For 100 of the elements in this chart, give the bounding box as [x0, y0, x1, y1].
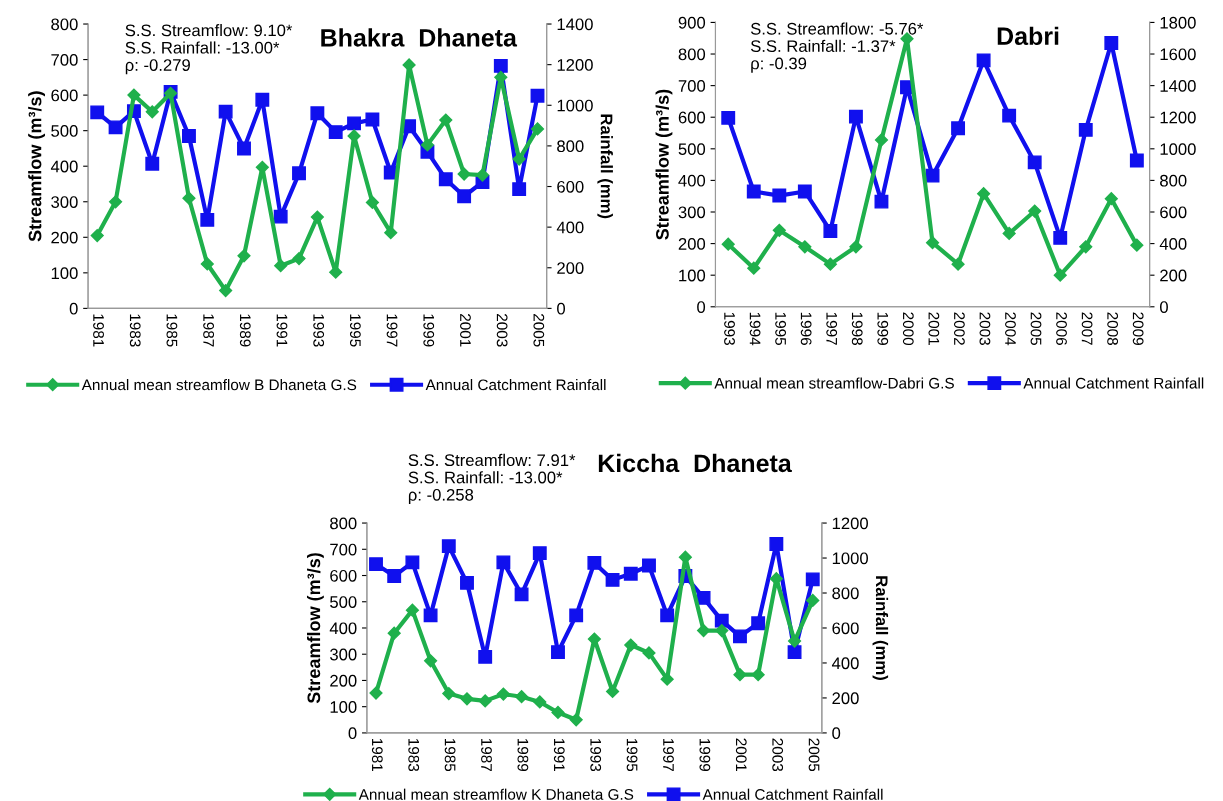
x-tick-label: 1981	[93, 314, 104, 347]
point	[457, 167, 471, 181]
y-tick-label: 0	[348, 727, 357, 740]
annotation: ρ: -0.279	[125, 59, 190, 75]
y2-tick-label: 600	[1160, 206, 1187, 219]
point	[493, 58, 508, 73]
point	[424, 654, 438, 668]
x-tick-label: 1998	[851, 312, 863, 345]
point	[108, 195, 123, 209]
point	[90, 228, 104, 243]
point	[108, 120, 123, 135]
x-tick-label: 2005	[533, 314, 545, 347]
point	[787, 634, 802, 648]
point	[849, 240, 863, 254]
annotation: ρ: -0.39	[751, 57, 807, 73]
y-tick-label: 100	[679, 269, 706, 282]
point	[200, 257, 214, 271]
y2-tick-label: 1200	[557, 59, 593, 71]
point	[369, 557, 383, 572]
chart-title: Kiccha Dhaneta	[598, 453, 792, 473]
point	[587, 555, 602, 570]
point	[696, 590, 711, 605]
x-tick-label: 1985	[444, 738, 456, 772]
point	[457, 189, 472, 204]
x-tick-label: 1997	[663, 738, 674, 771]
x-tick-label: 2005	[1030, 312, 1042, 345]
x-tick-label: 2007	[1081, 312, 1093, 345]
point	[532, 546, 547, 561]
x-tick-label: 1995	[775, 312, 787, 345]
y-tick-label: 800	[678, 48, 706, 61]
point	[329, 265, 343, 279]
y-tick-label: 800	[51, 18, 78, 31]
point	[787, 645, 802, 660]
point	[478, 649, 493, 664]
point	[1053, 268, 1067, 282]
point	[514, 587, 529, 602]
y-tick-label: 600	[330, 569, 357, 582]
x-tick-label: 2004	[1005, 312, 1016, 346]
y2-axis-title: Rainfall (mm)	[597, 114, 613, 219]
point	[925, 236, 940, 250]
legend-label: Annual Catchment Rainfall	[1023, 377, 1204, 389]
point	[746, 184, 761, 199]
x-tick-label: 2000	[902, 312, 914, 346]
point	[642, 558, 656, 573]
point	[90, 105, 105, 120]
point	[951, 257, 965, 271]
legend-label: Annual Catchment Rainfall	[425, 379, 606, 391]
x-tick-label: 2006	[1056, 312, 1067, 345]
point	[365, 195, 379, 210]
point	[439, 113, 453, 127]
x-tick-label: 1991	[276, 314, 288, 347]
point	[1078, 122, 1093, 137]
point	[642, 646, 656, 660]
point	[623, 566, 638, 581]
y-tick-label: 500	[678, 143, 706, 156]
y2-tick-label: 1000	[1160, 143, 1196, 156]
x-tick-label: 1989	[239, 314, 251, 347]
point	[551, 705, 565, 720]
point	[292, 166, 306, 181]
y-tick-label: 0	[69, 302, 78, 315]
point	[347, 129, 361, 143]
y-tick-label: 300	[51, 196, 78, 208]
point	[475, 168, 490, 182]
x-tick-label: 1983	[129, 314, 141, 347]
y2-tick-label: 1400	[557, 18, 593, 31]
point	[405, 603, 419, 617]
point	[145, 156, 160, 171]
y-tick-label: 800	[330, 517, 357, 530]
point	[387, 569, 402, 583]
y-tick-label: 200	[678, 237, 706, 250]
point	[806, 593, 820, 608]
point	[512, 182, 527, 197]
point	[1053, 230, 1068, 245]
point	[605, 684, 620, 699]
x-tick-label: 1995	[626, 738, 638, 772]
point	[274, 259, 288, 273]
y2-tick-label: 200	[832, 692, 859, 705]
point	[182, 191, 196, 205]
point	[441, 539, 456, 554]
x-tick-label: 1999	[423, 314, 435, 347]
point	[660, 672, 674, 686]
point	[797, 184, 812, 199]
point	[733, 668, 747, 682]
point	[874, 133, 889, 147]
y-tick-label: 400	[678, 174, 706, 187]
point	[365, 112, 380, 127]
y-tick-label: 900	[678, 16, 706, 29]
y-tick-label: 400	[50, 160, 78, 173]
point	[384, 226, 398, 240]
x-tick-label: 2003	[979, 312, 991, 345]
y2-tick-label: 1000	[832, 552, 868, 565]
x-tick-label: 1995	[349, 314, 361, 347]
point	[292, 252, 306, 266]
point	[387, 626, 401, 640]
x-tick-label: 1996	[800, 312, 812, 345]
point	[218, 104, 233, 119]
point	[328, 125, 343, 140]
point	[127, 88, 141, 102]
point	[721, 110, 736, 125]
y2-tick-label: 0	[832, 727, 841, 740]
